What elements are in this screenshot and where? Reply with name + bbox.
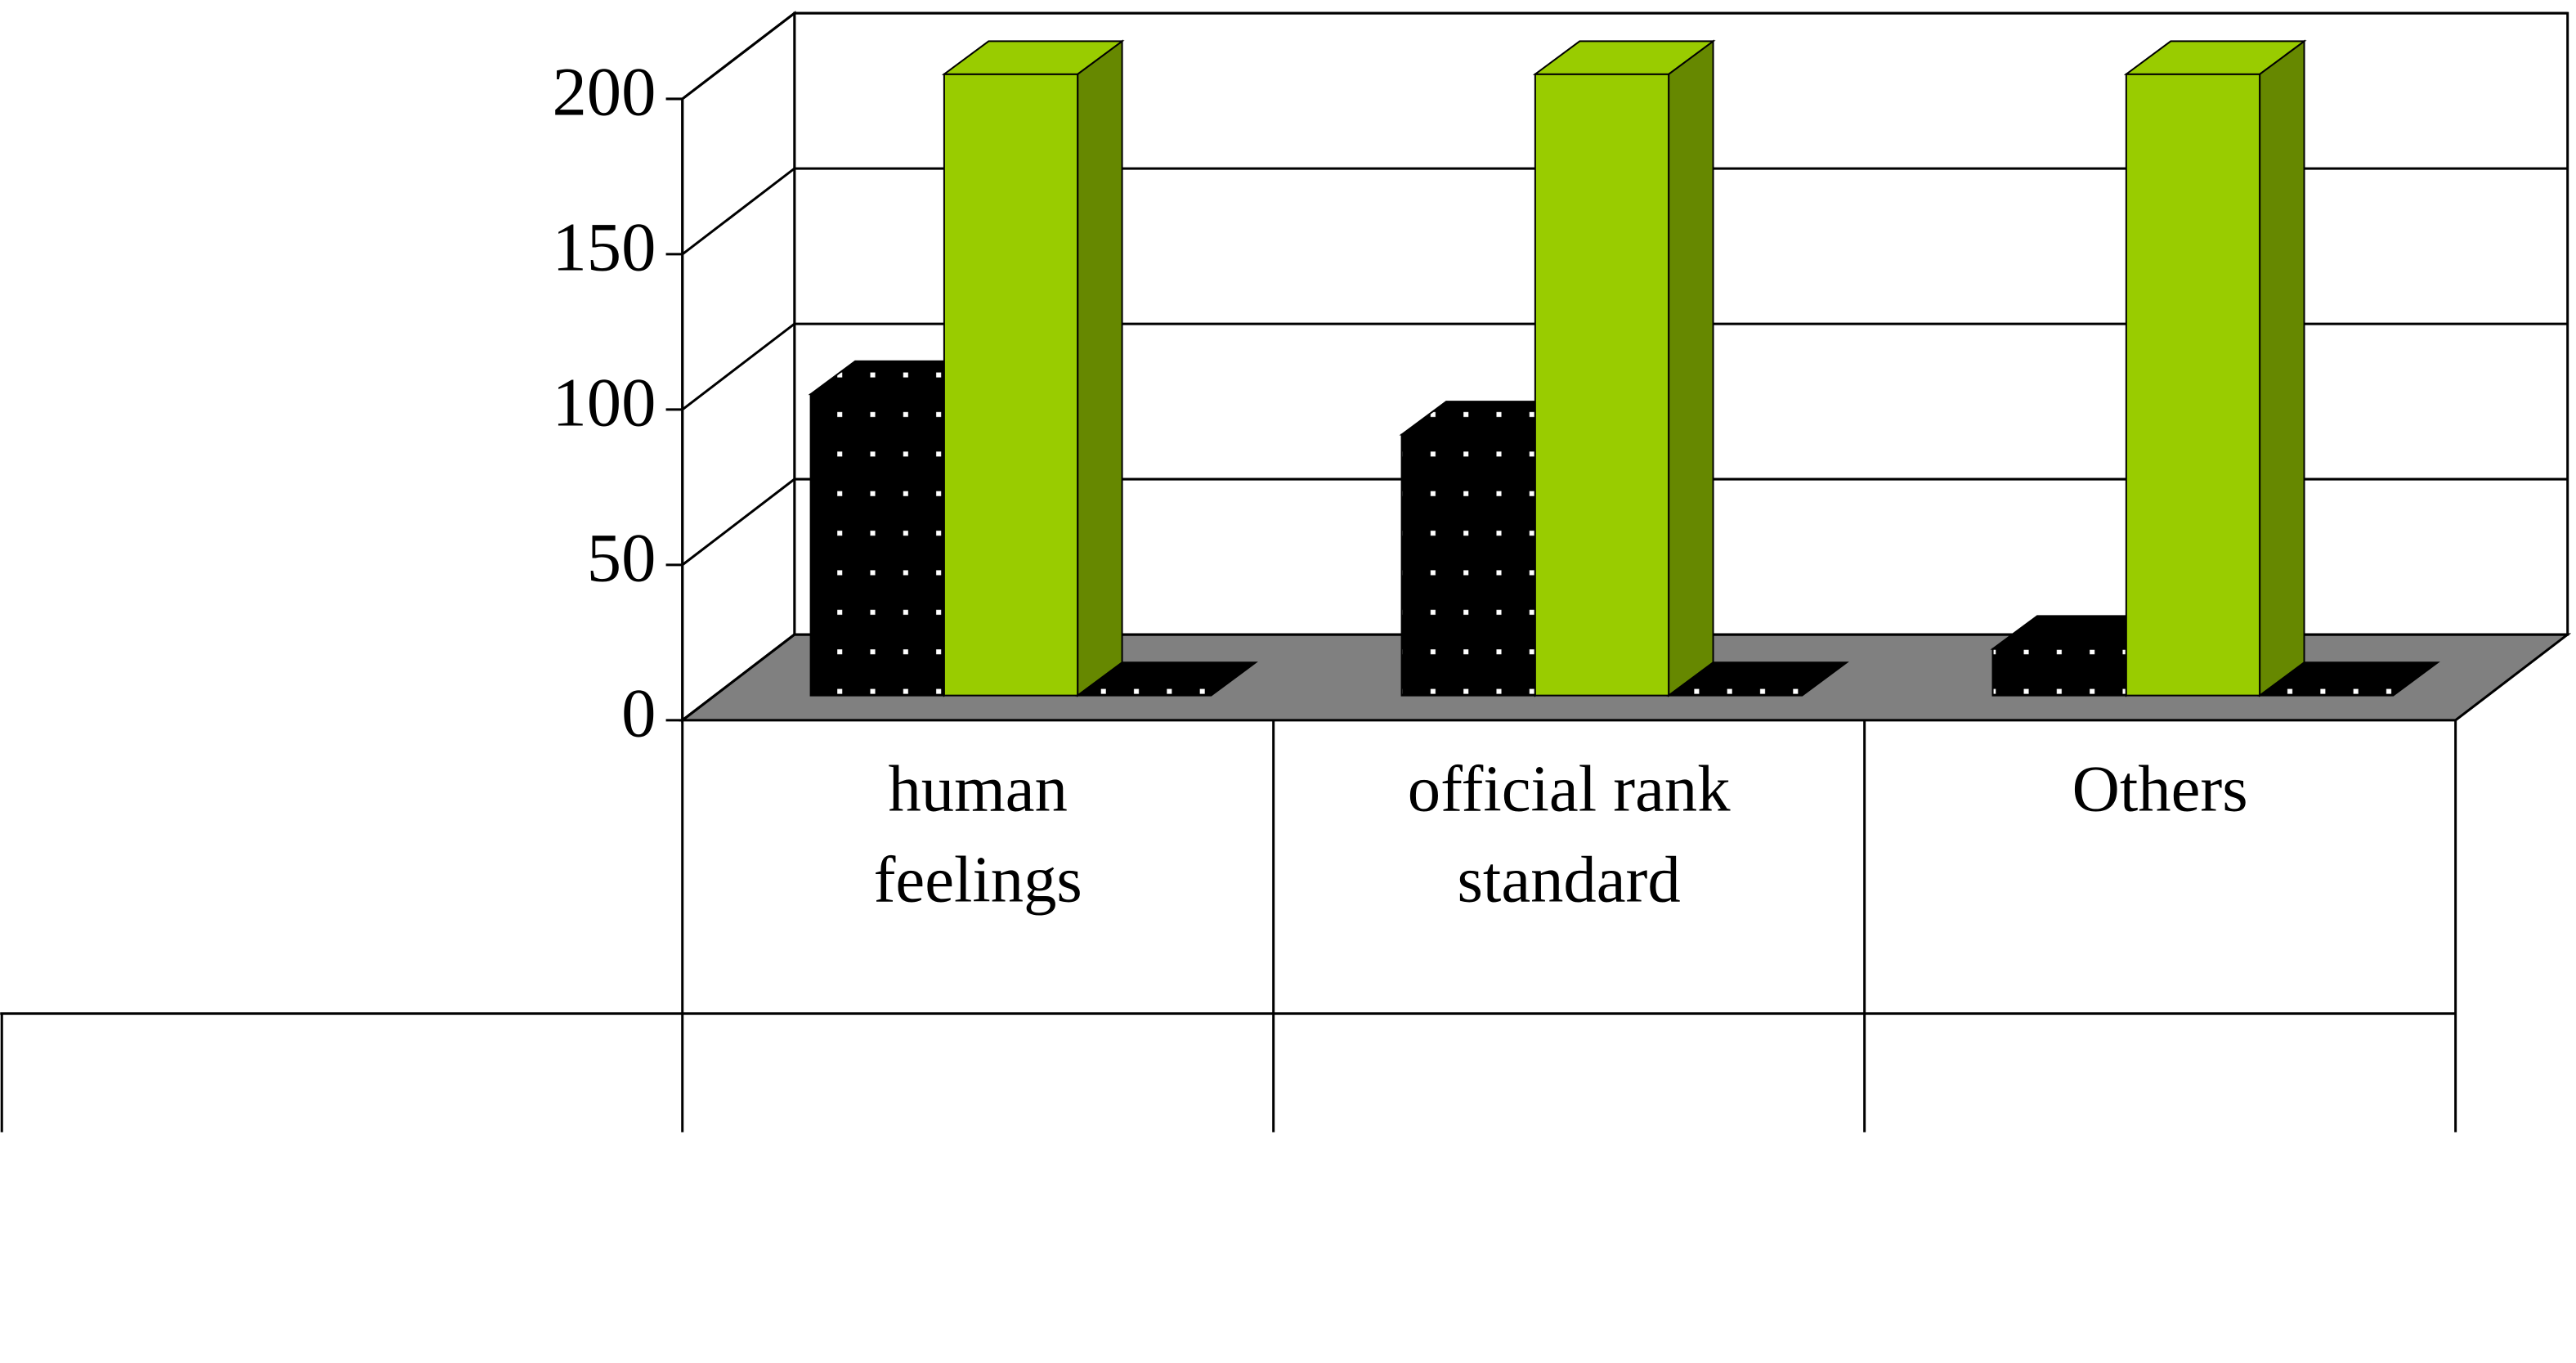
category-label: Others [2072,751,2248,826]
category-label: human feelings [873,751,1082,917]
y-tick-label: 0 [621,675,656,751]
bar-front [1534,73,1670,697]
bar-top [1075,661,1258,697]
bar-front [943,73,1079,697]
table-cell: official rank standard [1407,751,1731,917]
y-tick-label: 150 [552,209,656,285]
bar-top [1666,661,1849,697]
bar-top [2257,661,2440,697]
bar-front [1400,433,1536,697]
y-tick-label: 200 [552,54,656,130]
bar-side [1077,39,1123,697]
grid-line [681,167,2568,256]
bar-front [809,393,945,697]
grid-line [681,11,2568,101]
table-cell: Others [2072,751,2248,826]
bar-front [2125,73,2261,697]
bar-top [1532,40,1716,75]
y-tick-label: 50 [587,520,656,596]
bar-side [2259,39,2305,697]
bar-front [1991,648,2127,697]
grid-line [681,322,2568,411]
grid-line [681,633,2568,722]
bar-top [2123,40,2307,75]
y-tick-label: 100 [552,365,656,441]
table-cell: human feelings [873,751,1082,917]
bar-side [1668,39,1714,697]
grid-line [681,477,2568,567]
category-label: official rank standard [1407,751,1731,917]
bar-top [941,40,1125,75]
